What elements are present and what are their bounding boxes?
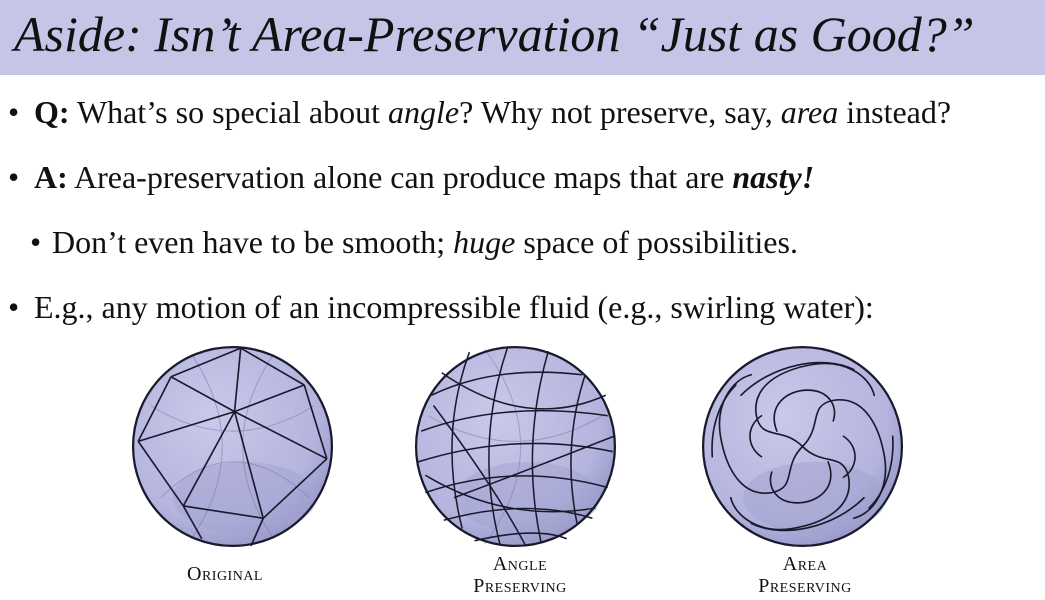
bullet-text: E.g., any motion of an incompressible fl… — [34, 289, 874, 325]
bullet-text: instead? — [838, 94, 952, 130]
bullet-text: What’s so special about — [69, 94, 388, 130]
bullet-question: • Q: What’s so special about angle? Why n… — [8, 92, 951, 132]
emphasis-nasty: nasty! — [732, 159, 815, 195]
emphasis-angle: angle — [388, 94, 460, 130]
bullet-text: ? Why not preserve, say, — [459, 94, 781, 130]
bullet-example: • E.g., any motion of an incompressible f… — [8, 287, 874, 327]
slide-title: Aside: Isn’t Area-Preservation “Just as … — [14, 6, 975, 62]
bullet-dot: • — [8, 94, 20, 130]
caption-line: Area — [782, 553, 828, 575]
bullet-sub-smooth: • Don’t even have to be smooth; huge spac… — [30, 222, 798, 262]
bullet-dot: • — [30, 224, 42, 260]
emphasis-area: area — [780, 94, 839, 130]
caption-area-preserving: Area Preserving — [705, 553, 905, 597]
title-bar: Aside: Isn’t Area-Preservation “Just as … — [0, 0, 1045, 75]
caption-line: Preserving — [758, 575, 852, 597]
caption-line: Preserving — [473, 575, 567, 597]
original-sphere-image — [131, 345, 334, 548]
caption-line: Angle — [492, 553, 548, 575]
caption-original: Original — [125, 563, 325, 585]
angle-preserving-sphere-image — [414, 345, 617, 548]
emphasis-huge: huge — [453, 224, 516, 260]
caption-line: Original — [187, 563, 263, 585]
bullet-text: space of possibilities. — [515, 224, 798, 260]
area-preserving-sphere-image — [701, 345, 904, 548]
bullet-text: Don’t even have to be smooth; — [52, 224, 454, 260]
bullet-dot: • — [8, 159, 20, 195]
answer-label: A: — [34, 159, 68, 195]
caption-angle-preserving: Angle Preserving — [420, 553, 620, 597]
bullet-answer: • A: Area-preservation alone can produce … — [8, 157, 814, 197]
bullet-dot: • — [8, 289, 20, 325]
bullet-text: Area-preservation alone can produce maps… — [67, 159, 733, 195]
question-label: Q: — [34, 94, 70, 130]
